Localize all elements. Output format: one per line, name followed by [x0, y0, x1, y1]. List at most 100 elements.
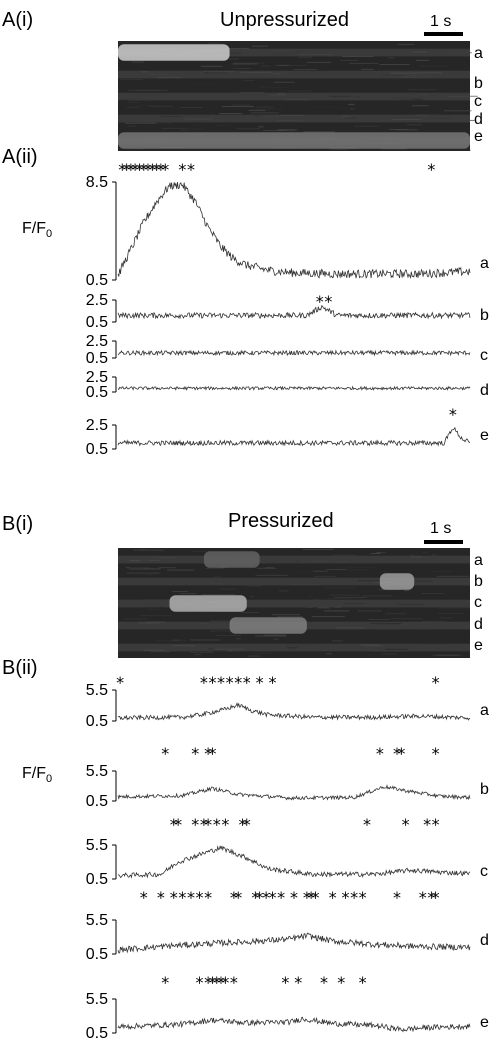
event-marker-a: * [269, 673, 277, 692]
kymograph-noise [128, 568, 161, 570]
kymograph-noise [271, 614, 300, 616]
kymograph-noise [326, 653, 333, 655]
kymograph-noise [232, 63, 258, 65]
kymograph-noise [145, 621, 166, 623]
event-marker-d: * [256, 888, 264, 907]
kymograph-noise [148, 105, 174, 107]
kymograph-noise [355, 95, 360, 97]
kymograph-noise [145, 574, 153, 576]
kymograph-noise [361, 68, 375, 70]
event-marker-b: * [208, 744, 216, 763]
y-tick-label-top-a: 8.5 [86, 174, 108, 191]
kymograph-noise [158, 556, 175, 558]
kymograph-event [379, 573, 415, 590]
event-marker-e: * [320, 973, 328, 992]
y-tick-label-bottom-c: 0.5 [86, 871, 108, 888]
kymograph-noise [394, 129, 418, 131]
kymograph-noise [280, 114, 304, 116]
event-marker-c: * [170, 815, 178, 834]
trace-label-e: e [480, 1014, 489, 1031]
kymograph-noise [380, 650, 412, 652]
event-marker-c: * [243, 815, 251, 834]
kymograph-noise [273, 81, 295, 83]
kymograph-noise [172, 645, 195, 647]
kymograph-noise [327, 597, 352, 599]
kymograph-noise [407, 88, 437, 90]
kymograph-noise [437, 613, 464, 615]
kymograph-noise [153, 623, 162, 625]
kymograph-noise [251, 108, 282, 110]
kymograph-noise [365, 597, 391, 599]
kymograph-noise [246, 585, 262, 587]
trace-line-b [117, 784, 471, 801]
kymograph-noise [218, 588, 238, 590]
kymograph-noise [258, 126, 264, 128]
kymograph-noise [250, 652, 271, 654]
panel-label-a-plot: A(ii) [2, 146, 38, 168]
event-marker-d: * [393, 888, 401, 907]
kymograph-noise [446, 95, 478, 97]
kymograph-noise [443, 110, 472, 112]
kymograph-noise [335, 627, 364, 629]
event-marker-d: * [140, 888, 148, 907]
event-marker-b: * [393, 744, 401, 763]
kymograph-noise [385, 613, 407, 615]
kymograph-noise [298, 56, 312, 58]
kymograph-noise [124, 122, 156, 124]
kymograph-row-label-b: b [474, 75, 483, 92]
event-marker-b: * [161, 744, 169, 763]
kymograph-noise [267, 94, 287, 96]
kymograph-noise [415, 114, 429, 116]
kymograph-noise [323, 587, 356, 589]
event-marker-e: * [196, 973, 204, 992]
kymograph-noise [278, 129, 295, 131]
ylabel-b: F/F0 [22, 765, 52, 785]
event-marker-d: * [427, 888, 435, 907]
kymograph-noise [204, 71, 212, 73]
kymograph-noise [379, 63, 410, 65]
kymograph-noise [310, 70, 333, 72]
kymograph-noise [344, 117, 358, 119]
kymograph-row-label-a: a [474, 45, 483, 62]
kymograph-noise [242, 80, 255, 82]
kymograph-noise [137, 622, 160, 624]
event-marker-b: * [204, 744, 212, 763]
kymograph-noise [306, 105, 331, 107]
kymograph-noise [219, 113, 243, 115]
title-pressurized: Pressurized [228, 510, 334, 532]
kymograph-event [203, 551, 260, 568]
kymograph-noise [344, 603, 365, 605]
kymograph-noise [317, 607, 330, 609]
trace-label-a: a [480, 255, 489, 272]
event-marker-d: * [157, 888, 165, 907]
event-marker-b: * [376, 744, 384, 763]
event-marker-e: * [281, 973, 289, 992]
kymograph-noise [329, 148, 348, 150]
kymograph-noise [412, 51, 427, 53]
kymograph-noise [128, 148, 146, 150]
event-marker-e: * [337, 973, 345, 992]
kymograph-noise [150, 122, 173, 124]
kymograph-noise [340, 562, 346, 564]
event-marker-c: * [191, 815, 199, 834]
kymograph-noise [190, 651, 214, 653]
kymograph-noise [438, 607, 470, 609]
kymograph-noise [126, 106, 142, 108]
kymograph-noise [193, 118, 206, 120]
kymograph-noise [294, 571, 326, 573]
y-tick-label-bottom-d: 0.5 [86, 946, 108, 963]
trace-label-a: a [480, 702, 489, 719]
kymograph-noise [148, 74, 164, 76]
kymograph-noise [125, 567, 131, 569]
kymograph-noise [423, 620, 446, 622]
kymograph-row-label-d: d [474, 111, 483, 128]
y-tick-label-bottom-a: 0.5 [86, 272, 108, 289]
kymograph-noise [397, 603, 424, 605]
kymograph-noise [208, 582, 222, 584]
kymograph-noise [406, 124, 422, 126]
kymograph-noise [350, 108, 355, 110]
kymograph-noise [213, 648, 245, 650]
kymograph-noise [286, 647, 298, 649]
